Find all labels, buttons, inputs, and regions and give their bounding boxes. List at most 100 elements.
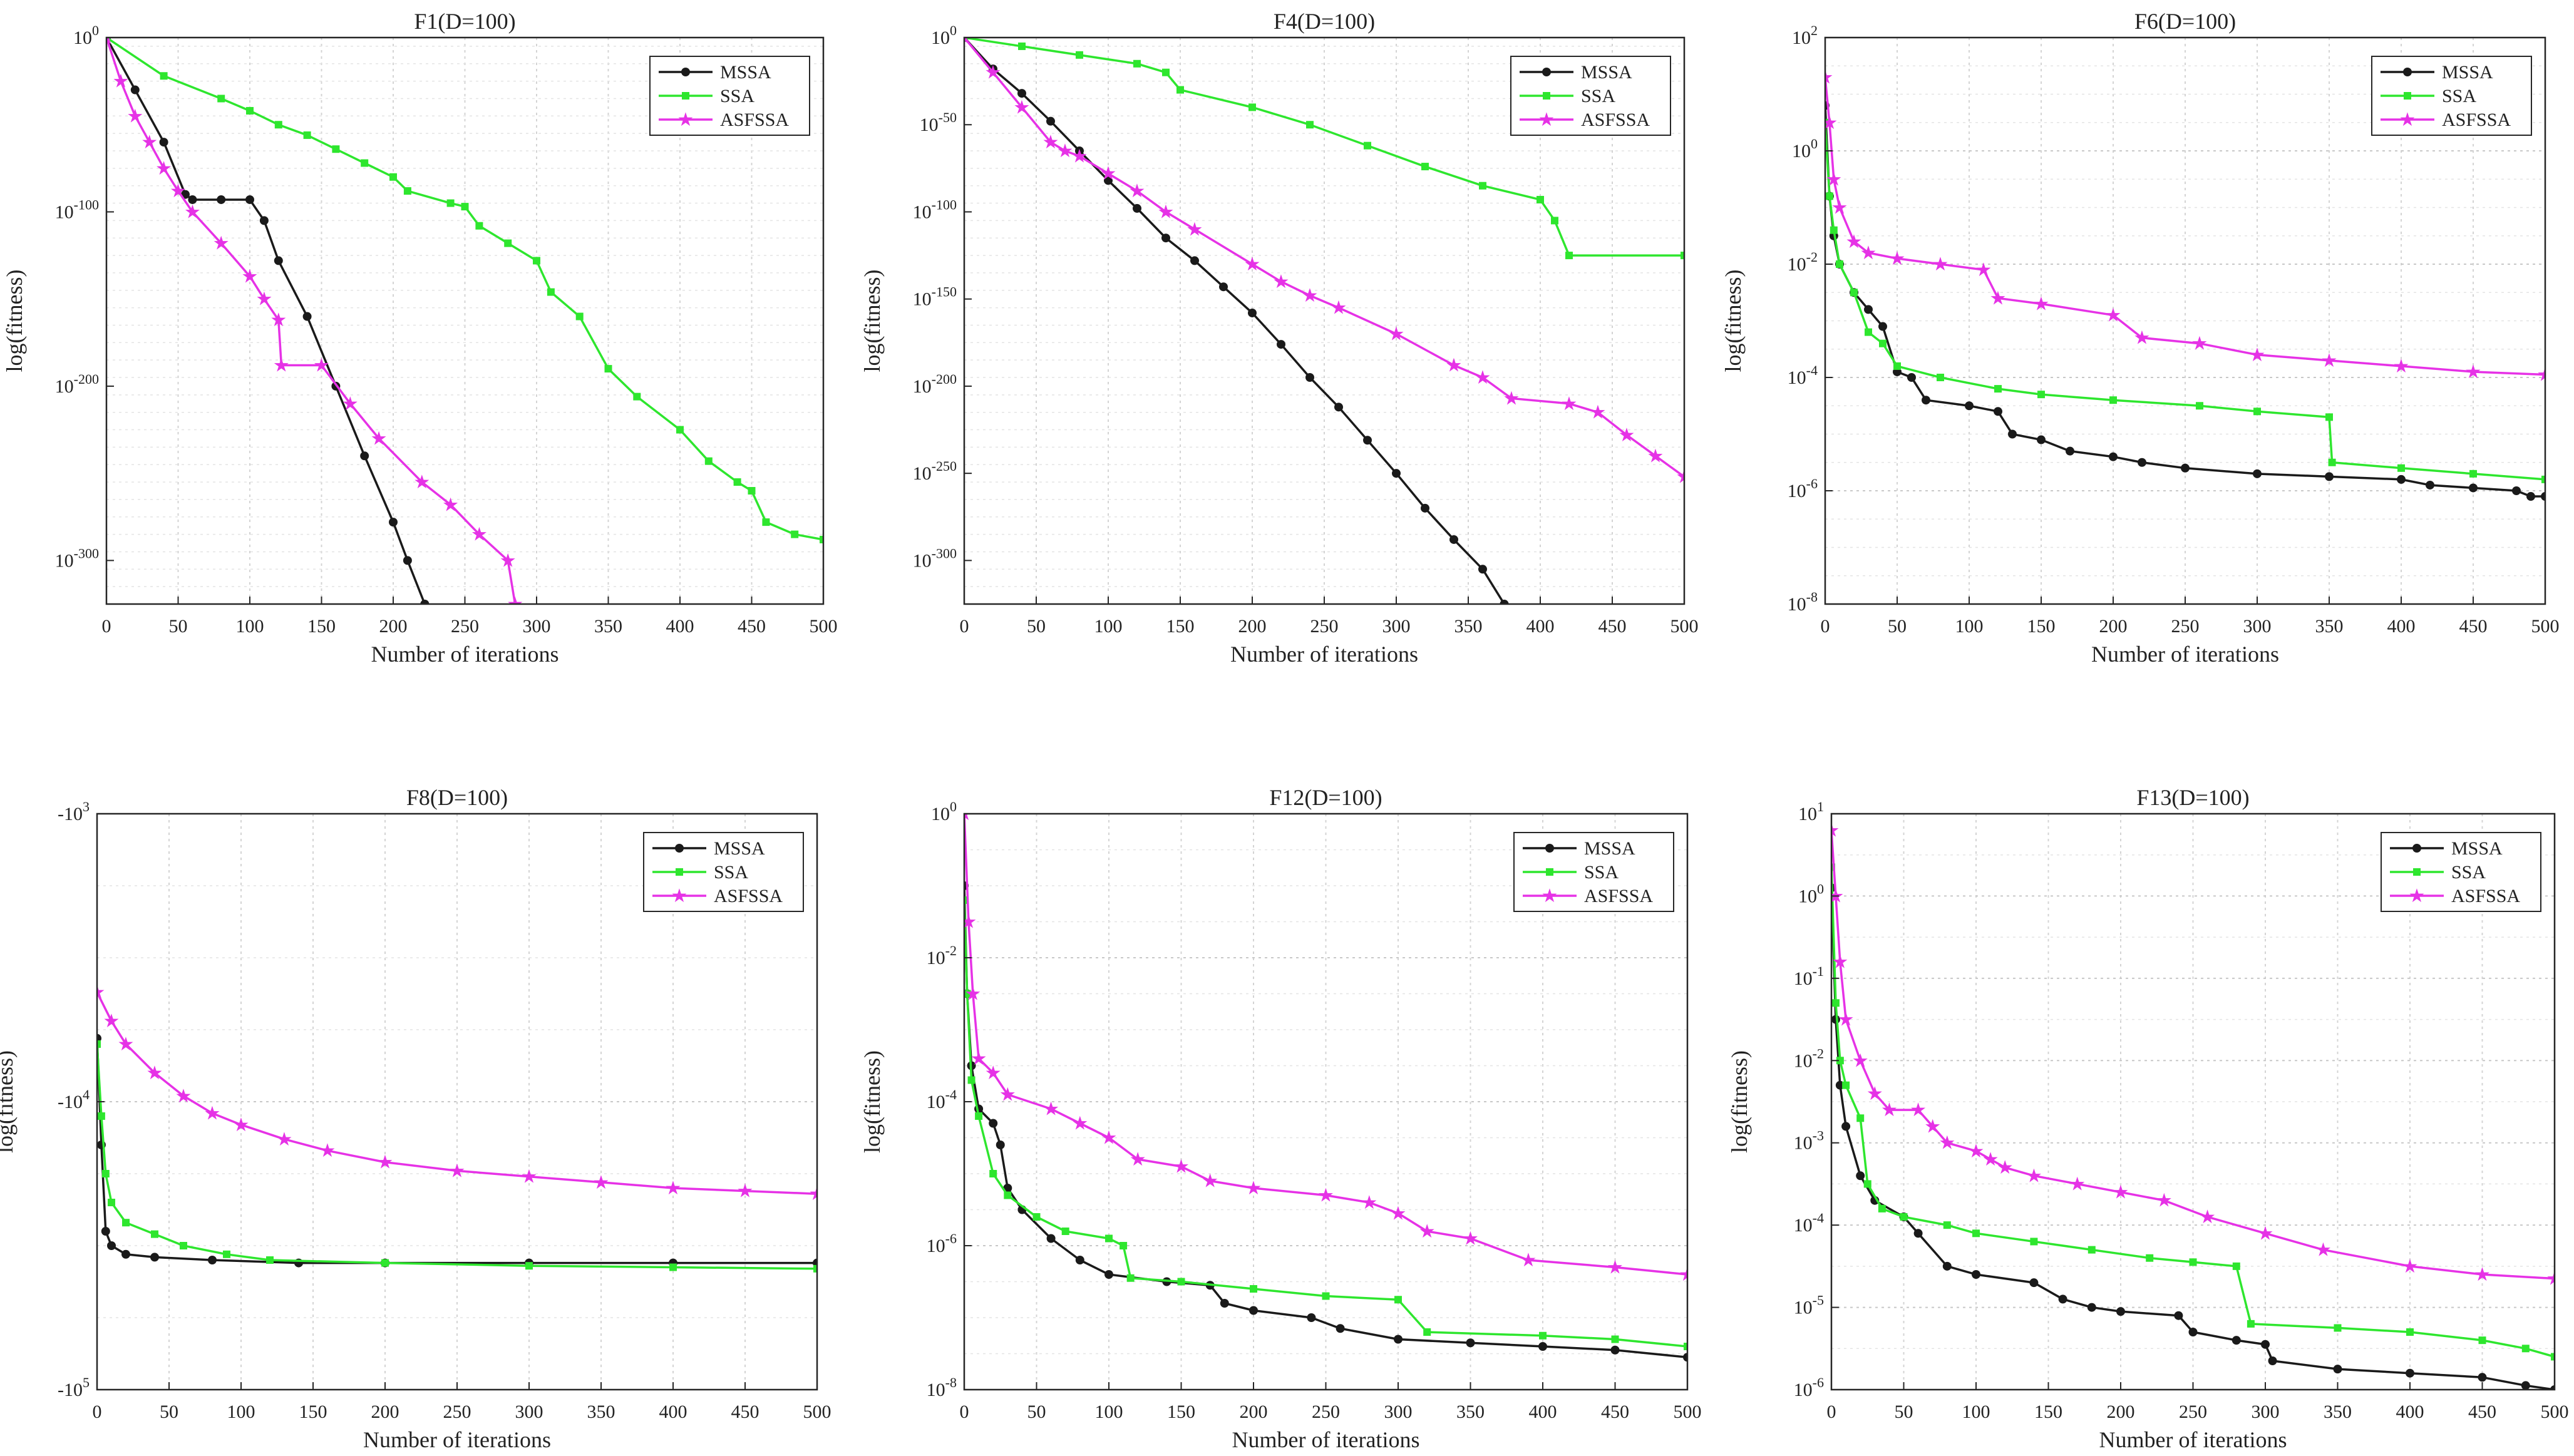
point-asfssa: ★ bbox=[89, 982, 106, 1003]
point-asfssa: ★ bbox=[999, 1085, 1016, 1105]
x-axis-label: Number of iterations bbox=[2099, 1427, 2287, 1452]
point-asfssa: ★ bbox=[1520, 1250, 1537, 1271]
legend: MSSA SSA ★ ASFSSA bbox=[2381, 832, 2541, 912]
legend: MSSA SSA ★ ASFSSA bbox=[1513, 832, 1674, 912]
point-ssa bbox=[1177, 1278, 1185, 1286]
point-asfssa: ★ bbox=[964, 984, 981, 1005]
point-mssa bbox=[1104, 176, 1113, 185]
y-tick-label: 10-8 bbox=[927, 1375, 957, 1400]
point-asfssa: ★ bbox=[141, 132, 158, 153]
point-asfssa: ★ bbox=[2113, 1182, 2129, 1203]
point-mssa bbox=[208, 1256, 217, 1264]
point-asfssa: ★ bbox=[956, 28, 973, 48]
y-tick-label: 100 bbox=[73, 23, 99, 48]
point-ssa bbox=[1865, 328, 1872, 336]
y-tick-label: 10-100 bbox=[55, 197, 99, 222]
point-asfssa: ★ bbox=[1129, 181, 1146, 202]
y-tick-label: 10-6 bbox=[927, 1231, 957, 1256]
chart-title: F8(D=100) bbox=[406, 785, 508, 810]
x-tick-label: 100 bbox=[236, 616, 264, 637]
point-mssa bbox=[274, 256, 283, 265]
point-asfssa: ★ bbox=[593, 1172, 610, 1193]
y-tick-label: 101 bbox=[1798, 799, 1824, 824]
point-asfssa: ★ bbox=[2199, 1207, 2216, 1228]
legend-label: ASFSSA bbox=[2451, 886, 2520, 906]
point-mssa bbox=[217, 195, 226, 204]
x-tick-label: 350 bbox=[2315, 616, 2344, 637]
legend-label: ASFSSA bbox=[720, 110, 789, 130]
point-mssa bbox=[2116, 1307, 2125, 1316]
chart-1: ★★★★★★★★★★★★ ★★★★★★★★0 50 100 150 200 250 300 35… bbox=[2, 9, 838, 667]
point-ssa bbox=[1248, 103, 1256, 111]
x-tick-label: 150 bbox=[2034, 1402, 2062, 1422]
point-ssa bbox=[633, 392, 641, 401]
point-mssa bbox=[2406, 1368, 2414, 1378]
point-mssa bbox=[2541, 492, 2545, 501]
y-tick-label: -105 bbox=[58, 1375, 90, 1400]
point-mssa bbox=[2029, 1278, 2039, 1288]
series-line-ssa bbox=[106, 38, 823, 541]
point-asfssa: ★ bbox=[1100, 163, 1117, 184]
legend-marker bbox=[1543, 92, 1550, 100]
point-ssa bbox=[1830, 226, 1838, 234]
point-asfssa: ★ bbox=[2026, 1166, 2042, 1186]
legend-marker: ★ bbox=[1538, 110, 1555, 130]
point-ssa bbox=[1004, 1191, 1012, 1199]
point-ssa bbox=[1479, 182, 1486, 190]
point-ssa bbox=[2521, 1345, 2530, 1353]
point-asfssa: ★ bbox=[377, 1152, 394, 1173]
point-asfssa: ★ bbox=[2249, 345, 2266, 366]
point-mssa bbox=[2066, 446, 2074, 456]
point-asfssa: ★ bbox=[1910, 1100, 1927, 1120]
point-mssa bbox=[130, 85, 140, 95]
legend-label: ASFSSA bbox=[1584, 886, 1653, 906]
point-mssa bbox=[2253, 469, 2262, 478]
point-ssa bbox=[1551, 217, 1558, 225]
y-axis-label: log(fitness) bbox=[1721, 270, 1746, 372]
x-tick-label: 0 bbox=[1827, 1402, 1836, 1422]
point-ssa bbox=[791, 530, 799, 538]
legend-marker bbox=[1545, 844, 1554, 853]
x-tick-label: 50 bbox=[1888, 616, 1907, 637]
point-mssa bbox=[2268, 1356, 2277, 1365]
series-line-mssa bbox=[964, 38, 1505, 604]
point-asfssa: ★ bbox=[1361, 1192, 1377, 1213]
point-mssa bbox=[1133, 203, 1141, 213]
point-asfssa: ★ bbox=[1446, 356, 1463, 376]
point-mssa bbox=[302, 312, 312, 321]
legend-marker bbox=[675, 844, 684, 853]
series-line-asfssa bbox=[97, 992, 817, 1195]
y-tick-label: 100 bbox=[1798, 881, 1824, 906]
point-ssa bbox=[964, 896, 968, 904]
point-ssa bbox=[2397, 464, 2405, 472]
x-tick-label: 500 bbox=[803, 1402, 831, 1422]
point-mssa bbox=[2478, 1373, 2487, 1382]
point-ssa bbox=[1565, 252, 1573, 260]
y-tick-label: 10-6 bbox=[1794, 1375, 1824, 1400]
x-tick-label: 50 bbox=[1895, 1402, 1913, 1422]
point-ssa bbox=[1681, 252, 1684, 260]
point-ssa bbox=[1684, 1343, 1687, 1350]
point-ssa bbox=[1322, 1292, 1330, 1300]
point-asfssa: ★ bbox=[471, 525, 488, 545]
point-asfssa: ★ bbox=[2465, 362, 2482, 382]
x-tick-label: 300 bbox=[515, 1402, 543, 1422]
point-asfssa: ★ bbox=[1202, 1171, 1218, 1192]
x-tick-label: 300 bbox=[1382, 616, 1411, 637]
x-tick-label: 350 bbox=[587, 1402, 615, 1422]
point-ssa bbox=[820, 535, 823, 543]
point-asfssa: ★ bbox=[1590, 402, 1607, 423]
point-asfssa: ★ bbox=[970, 1048, 987, 1069]
x-tick-label: 350 bbox=[594, 616, 622, 637]
x-tick-label: 350 bbox=[2324, 1402, 2352, 1422]
point-asfssa: ★ bbox=[276, 1129, 293, 1150]
point-ssa bbox=[101, 1170, 110, 1177]
point-asfssa: ★ bbox=[507, 594, 523, 615]
point-ssa bbox=[1972, 1229, 1980, 1238]
point-asfssa: ★ bbox=[1475, 367, 1491, 388]
legend-marker bbox=[1542, 68, 1551, 76]
point-asfssa: ★ bbox=[2546, 1269, 2563, 1289]
point-ssa bbox=[475, 222, 483, 230]
point-asfssa: ★ bbox=[1831, 198, 1848, 218]
